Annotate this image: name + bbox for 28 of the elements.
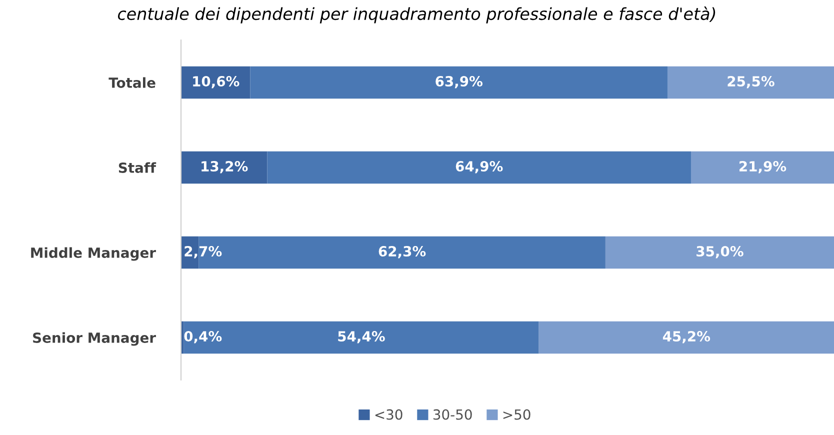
data-label: 54,4% [338,331,385,344]
data-label: 0,4% [184,331,222,344]
data-label: 25,5% [728,76,774,88]
y-tick-label: Senior Manager [33,332,156,346]
chart-title: centuale dei dipendenti per inquadramento professionale e fasce d'età) [118,6,716,24]
bar [181,151,268,184]
data-label: 63,9% [436,76,482,88]
data-label: 13,2% [202,161,248,174]
legend-label: <30 [375,409,402,420]
bar [538,321,834,354]
bar [605,236,834,269]
legend-label: 30-50 [433,409,472,420]
bar [267,151,691,184]
y-tick-label: Totale [108,77,156,88]
bar [690,151,834,184]
legend-label: >50 [503,409,530,420]
data-label: 45,2% [662,331,710,344]
y-tick-label: Staff [118,162,156,173]
y-tick-label: Middle Manager [31,247,156,261]
bar [667,66,834,99]
data-label: 10,6% [193,76,240,88]
data-label: 62,3% [378,246,426,258]
data-label: 64,9% [456,161,503,174]
bar [184,321,539,354]
data-label: 21,9% [740,161,786,174]
data-label: 2,7% [184,246,222,258]
data-label: 35,0% [696,246,744,258]
bar [250,66,668,99]
